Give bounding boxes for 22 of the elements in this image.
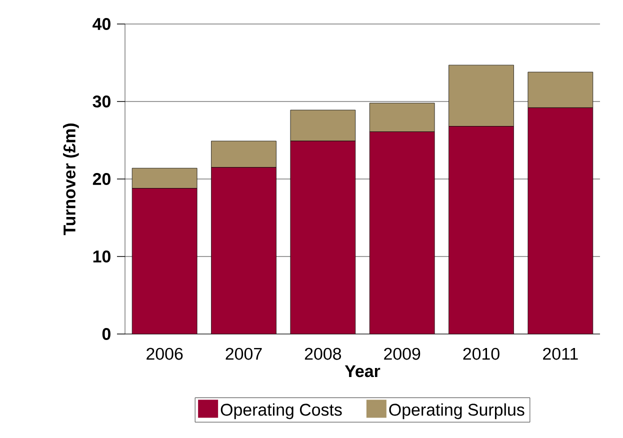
bar xyxy=(369,132,435,334)
legend-label: Operating Surplus xyxy=(389,403,524,420)
bar xyxy=(211,167,276,334)
x-axis-title: Year xyxy=(344,365,380,378)
y-tick-label: 0 xyxy=(102,328,110,340)
bar xyxy=(132,188,198,334)
x-tick-label: 2010 xyxy=(463,348,500,360)
y-tick-label: 20 xyxy=(92,173,110,186)
x-tick-label: 2006 xyxy=(146,348,183,360)
legend-label: Operating Costs xyxy=(220,403,342,420)
x-tick-label: 2008 xyxy=(304,348,342,360)
bar xyxy=(211,140,276,168)
x-tick-label: 2007 xyxy=(226,348,262,360)
y-axis-title: Turnover (£m) xyxy=(63,124,79,236)
y-tick-label: 10 xyxy=(93,250,110,263)
y-tick-label: 40 xyxy=(92,18,110,30)
bar xyxy=(290,140,356,334)
bar xyxy=(528,108,594,334)
y-tick-label: 30 xyxy=(92,95,110,108)
x-tick-label: 2011 xyxy=(543,348,578,360)
x-tick-label: 2009 xyxy=(384,348,420,360)
bar xyxy=(448,126,514,334)
